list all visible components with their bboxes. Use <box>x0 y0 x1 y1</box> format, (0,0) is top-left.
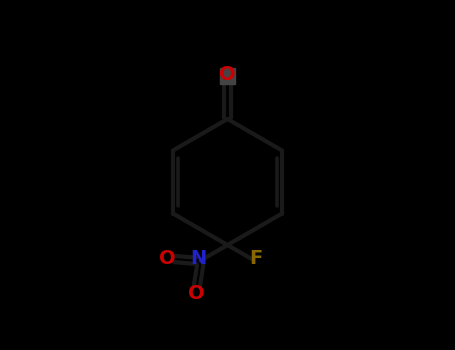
Bar <box>220 68 235 84</box>
Text: N: N <box>190 250 207 268</box>
Text: O: O <box>219 65 236 84</box>
Text: O: O <box>159 250 176 268</box>
Text: F: F <box>249 250 263 268</box>
Text: O: O <box>188 284 205 303</box>
